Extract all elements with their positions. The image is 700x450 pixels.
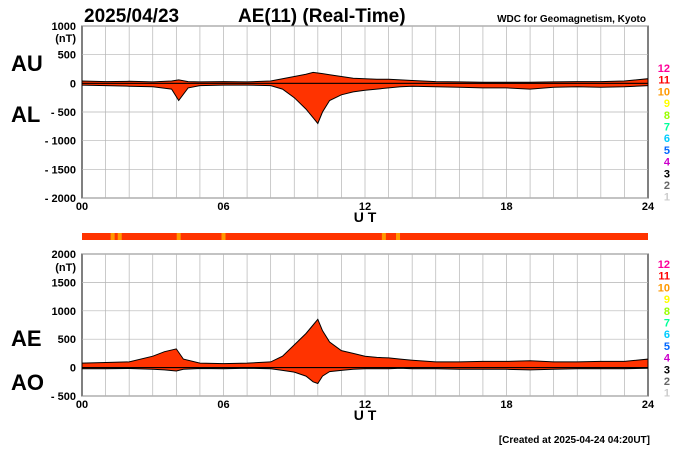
ae-ao-lower-series-area	[81, 367, 649, 385]
status-bar-base	[82, 233, 648, 240]
ae-ao-x-axis-label: U T	[354, 407, 377, 423]
au-al-station-count-label: 10	[658, 86, 670, 98]
index-title: AE(11) (Real-Time)	[238, 6, 406, 27]
au-al-station-count-label: 7	[664, 122, 670, 134]
au-al-x-tick-label: 06	[217, 201, 229, 213]
au-al-x-tick-label: 18	[500, 201, 512, 213]
au-al-y-tick-labels: 1000 500 0 - 500 - 1000 - 1500 - 2000	[45, 21, 76, 205]
status-bar-mark	[221, 233, 226, 240]
au-al-x-axis-label: U T	[354, 209, 377, 225]
ae-ao-station-count-label: 1	[664, 388, 670, 400]
au-al-station-count-label: 8	[664, 110, 670, 122]
ae-ao-y-tick-label: 2000	[52, 249, 76, 261]
au-al-station-count-label: 2	[664, 180, 670, 192]
ae-ao-x-tick-label: 06	[217, 399, 229, 411]
ae-ao-station-count-label: 6	[664, 329, 670, 341]
au-label: AU	[11, 51, 43, 76]
ae-ao-station-count-label: 12	[658, 259, 670, 271]
ae-ao-station-count-label: 7	[664, 318, 670, 330]
ae-ao-unit-label: (nT)	[55, 262, 76, 274]
au-al-station-count-label: 5	[664, 145, 670, 157]
ae-ao-y-tick-label: - 500	[51, 391, 76, 403]
ae-ao-station-count-label: 3	[664, 364, 670, 376]
ae-ao-upper-series-area	[81, 318, 649, 369]
au-al-station-count-label: 4	[664, 157, 671, 169]
au-al-x-tick-label: 00	[76, 201, 88, 213]
ae-ao-station-count-label: 11	[658, 271, 670, 283]
au-al-y-tick-label: 1000	[52, 21, 76, 33]
au-al-station-count-label: 12	[658, 63, 670, 75]
ae-ao-y-tick-label: 0	[70, 363, 76, 375]
au-al-data	[81, 71, 649, 125]
status-bar-mark	[381, 233, 386, 240]
status-bar-marks	[110, 233, 401, 240]
al-label: AL	[11, 102, 40, 127]
ae-ao-y-tick-label: 1500	[52, 277, 76, 289]
au-al-y-tick-label: 0	[70, 78, 76, 90]
au-al-lower-series-area	[81, 82, 649, 125]
ae-ao-x-tick-label: 12	[359, 399, 371, 411]
au-al-x-tick-label: 24	[642, 201, 655, 213]
au-al-station-count-label: 11	[658, 75, 670, 87]
ae-ao-x-tick-label: 18	[500, 399, 512, 411]
ae-ao-x-tick-label: 00	[76, 399, 88, 411]
ae-ao-x-tick-labels: 00 06 12 18 24	[76, 399, 655, 411]
au-al-unit-label: (nT)	[55, 33, 76, 45]
au-al-y-tick-label: 500	[58, 50, 76, 62]
status-bar-mark	[117, 233, 122, 240]
au-al-station-count-label: 9	[664, 98, 670, 110]
au-al-x-tick-labels: 00 06 12 18 24	[76, 201, 655, 213]
au-al-y-tick-label: - 1500	[45, 164, 76, 176]
au-al-station-count-label: 3	[664, 168, 670, 180]
ae-label: AE	[11, 326, 42, 351]
ae-ao-station-count-label: 10	[658, 282, 670, 294]
ae-ao-station-count-label: 8	[664, 306, 670, 318]
ae-ao-y-tick-label: 1000	[52, 306, 76, 318]
ao-label: AO	[11, 370, 44, 395]
ae-ao-station-count-label: 2	[664, 376, 670, 388]
ae-ao-station-count-label: 4	[664, 353, 671, 365]
au-al-station-count-label: 6	[664, 133, 670, 145]
status-bar-mark	[396, 233, 401, 240]
source-label: WDC for Geomagnetism, Kyoto	[497, 14, 646, 25]
ae-ao-y-tick-labels: 2000 1500 1000 500 0 - 500	[51, 249, 76, 403]
date-title: 2025/04/23	[84, 6, 179, 27]
au-al-y-tick-label: - 1000	[45, 136, 76, 148]
ae-ao-grid	[82, 253, 648, 397]
au-al-x-tick-label: 12	[359, 201, 371, 213]
station-status-bar	[82, 233, 648, 240]
ae-ao-y-tick-label: 500	[58, 334, 76, 346]
au-al-y-tick-label: - 500	[51, 107, 76, 119]
status-bar-mark	[176, 233, 181, 240]
ae-ao-data	[81, 318, 649, 385]
ae-ao-station-count-label: 9	[664, 294, 670, 306]
au-al-upper-series-area	[81, 71, 649, 84]
status-bar-mark	[110, 233, 115, 240]
created-timestamp: [Created at 2025-04-24 04:20UT]	[499, 435, 650, 446]
ae-ao-x-tick-label: 24	[642, 399, 655, 411]
au-al-y-tick-label: - 2000	[45, 193, 76, 205]
ae-ao-station-count-label: 5	[664, 341, 670, 353]
au-al-station-count-label: 1	[664, 192, 670, 204]
